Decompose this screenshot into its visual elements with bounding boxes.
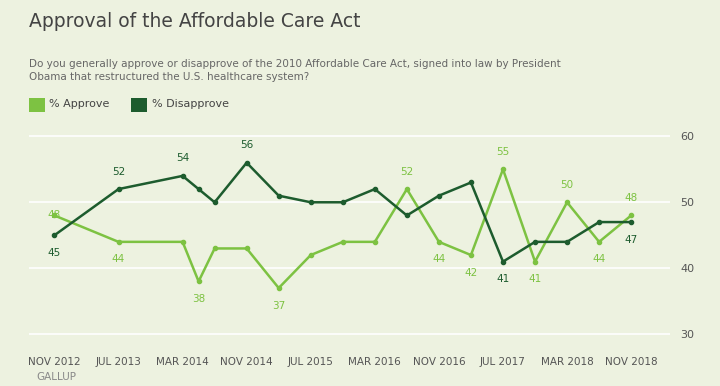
Text: 54: 54 <box>176 153 189 163</box>
Text: 42: 42 <box>464 267 477 278</box>
Text: 52: 52 <box>112 167 125 176</box>
Text: 44: 44 <box>593 254 606 264</box>
Text: 56: 56 <box>240 140 253 150</box>
Text: 37: 37 <box>272 301 285 310</box>
Text: 41: 41 <box>528 274 541 284</box>
Text: % Approve: % Approve <box>49 100 109 110</box>
Text: 44: 44 <box>432 254 446 264</box>
Text: Approval of the Affordable Care Act: Approval of the Affordable Care Act <box>29 12 360 30</box>
Text: 52: 52 <box>400 167 413 176</box>
Text: 55: 55 <box>496 147 510 157</box>
Text: GALLUP: GALLUP <box>36 372 76 382</box>
FancyBboxPatch shape <box>131 98 148 112</box>
FancyBboxPatch shape <box>29 98 45 112</box>
Text: 48: 48 <box>48 210 61 220</box>
Text: 50: 50 <box>560 180 574 190</box>
Text: % Disapprove: % Disapprove <box>152 100 229 110</box>
Text: 47: 47 <box>624 235 638 245</box>
Text: 38: 38 <box>192 294 205 304</box>
Text: 48: 48 <box>624 193 638 203</box>
Text: 41: 41 <box>496 274 510 284</box>
Text: 44: 44 <box>112 254 125 264</box>
Text: Do you generally approve or disapprove of the 2010 Affordable Care Act, signed i: Do you generally approve or disapprove o… <box>29 59 561 82</box>
Text: 45: 45 <box>48 248 61 258</box>
